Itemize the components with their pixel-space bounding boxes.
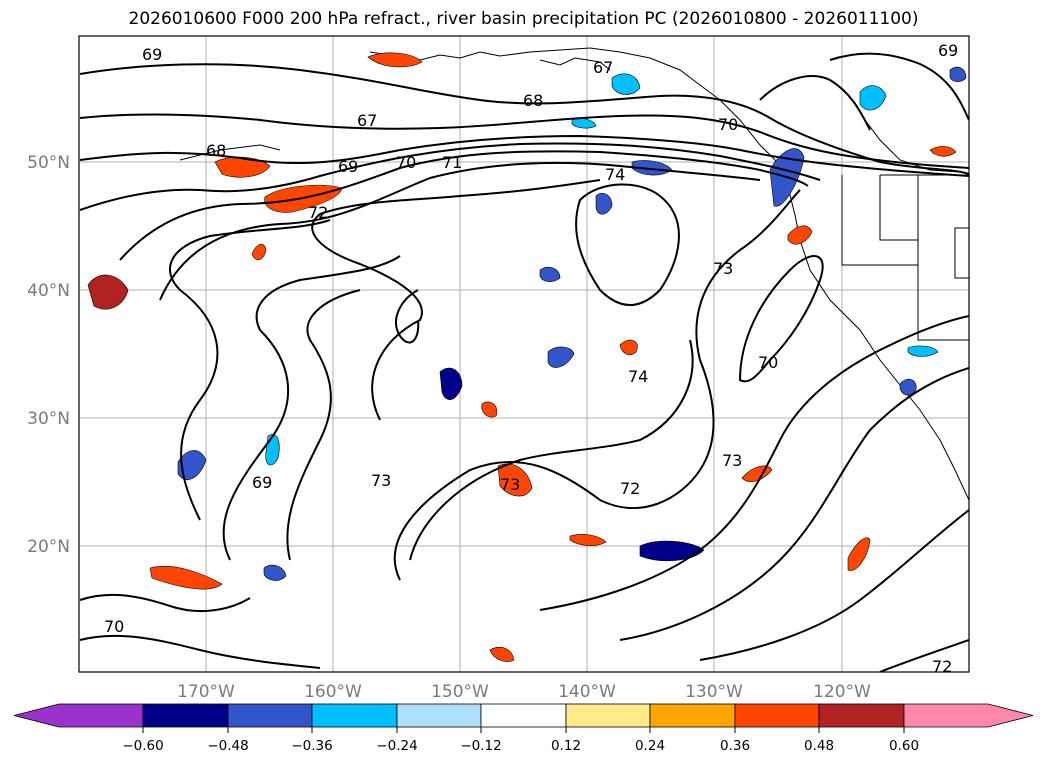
- lat-label: 50°N: [27, 153, 70, 173]
- lon-label: 120°W: [813, 682, 871, 702]
- lon-label: 170°W: [177, 682, 235, 702]
- contour-label: 67: [357, 111, 377, 130]
- contour-label: 67: [593, 58, 613, 77]
- map-area: 69 67 68 67 68 69 70 71 72 74 73 70 74 6…: [78, 35, 970, 676]
- contour-label: 72: [932, 657, 952, 676]
- latitude-labels: 50°N 40°N 30°N 20°N: [27, 153, 70, 557]
- contour-label: 69: [252, 473, 272, 492]
- lon-label: 130°W: [685, 682, 743, 702]
- contour-label: 73: [371, 471, 391, 490]
- contour-label: 71: [442, 153, 462, 172]
- contour-label: 69: [338, 157, 358, 176]
- colorbar-tick-label: −0.12: [460, 738, 501, 754]
- colorbar-tick-label: −0.36: [291, 738, 332, 754]
- contour-label: 70: [104, 617, 124, 636]
- colorbar-extend-min: [13, 703, 144, 728]
- colorbar-segment: [227, 703, 313, 728]
- contour-label: 69: [142, 45, 162, 64]
- lat-label: 40°N: [27, 281, 70, 301]
- colorbar-tick-label: 0.36: [720, 738, 750, 754]
- colorbar-tick-label: −0.60: [122, 738, 163, 754]
- contour-label: 73: [500, 475, 520, 494]
- contour-labels: 69 67 68 67 68 69 70 71 72 74 73 70 74 6…: [104, 41, 958, 676]
- graticule: [79, 36, 969, 672]
- contour-label: 73: [722, 451, 742, 470]
- contour-label: 72: [620, 479, 640, 498]
- refractivity-contours: [79, 52, 969, 672]
- colorbar-ticks: [142, 727, 905, 733]
- contour-label: 70: [758, 353, 778, 372]
- lat-label: 20°N: [27, 537, 70, 557]
- map-frame: [78, 35, 970, 673]
- longitude-labels: 170°W 160°W 150°W 140°W 130°W 120°W: [177, 682, 871, 702]
- contour-label: 70: [718, 115, 738, 134]
- lon-label: 150°W: [431, 682, 489, 702]
- contour-label: 73: [713, 259, 733, 278]
- contour-label: 74: [605, 165, 625, 184]
- colorbar-tick-label: −0.24: [376, 738, 417, 754]
- contour-label: 68: [523, 91, 543, 110]
- colorbar-tick-label: 0.48: [804, 738, 834, 754]
- colorbar-segment: [565, 703, 651, 728]
- map-title: 2026010600 F000 200 hPa refract., river …: [128, 9, 919, 29]
- colorbar-segment: [649, 703, 736, 728]
- colorbar-segment: [396, 703, 482, 728]
- colorbar-segment: [142, 703, 229, 728]
- map-background: [79, 36, 969, 672]
- precip-shading: [87, 52, 967, 662]
- colorbar-segment: [480, 703, 567, 728]
- colorbar-segment: [818, 703, 905, 728]
- colorbar-segment: [734, 703, 820, 728]
- colorbar-tick-labels: −0.60 −0.48 −0.36 −0.24 −0.12 0.12 0.24 …: [122, 738, 919, 754]
- colorbar-extend-max: [903, 703, 1034, 728]
- colorbar-tick-label: 0.24: [635, 738, 665, 754]
- contour-label: 68: [206, 141, 226, 160]
- contour-label: 69: [938, 41, 958, 60]
- colorbar-tick-label: 0.60: [889, 738, 919, 754]
- colorbar-tick-label: 0.12: [551, 738, 581, 754]
- colorbar-segment: [311, 703, 398, 728]
- colorbar-tick-label: −0.48: [207, 738, 248, 754]
- contour-label: 70: [396, 153, 416, 172]
- lon-label: 160°W: [304, 682, 362, 702]
- contour-label: 74: [628, 367, 648, 386]
- contour-label: 72: [308, 203, 328, 222]
- lon-label: 140°W: [558, 682, 616, 702]
- colorbar: −0.60 −0.48 −0.36 −0.24 −0.12 0.12 0.24 …: [13, 703, 1034, 754]
- lat-label: 30°N: [27, 409, 70, 429]
